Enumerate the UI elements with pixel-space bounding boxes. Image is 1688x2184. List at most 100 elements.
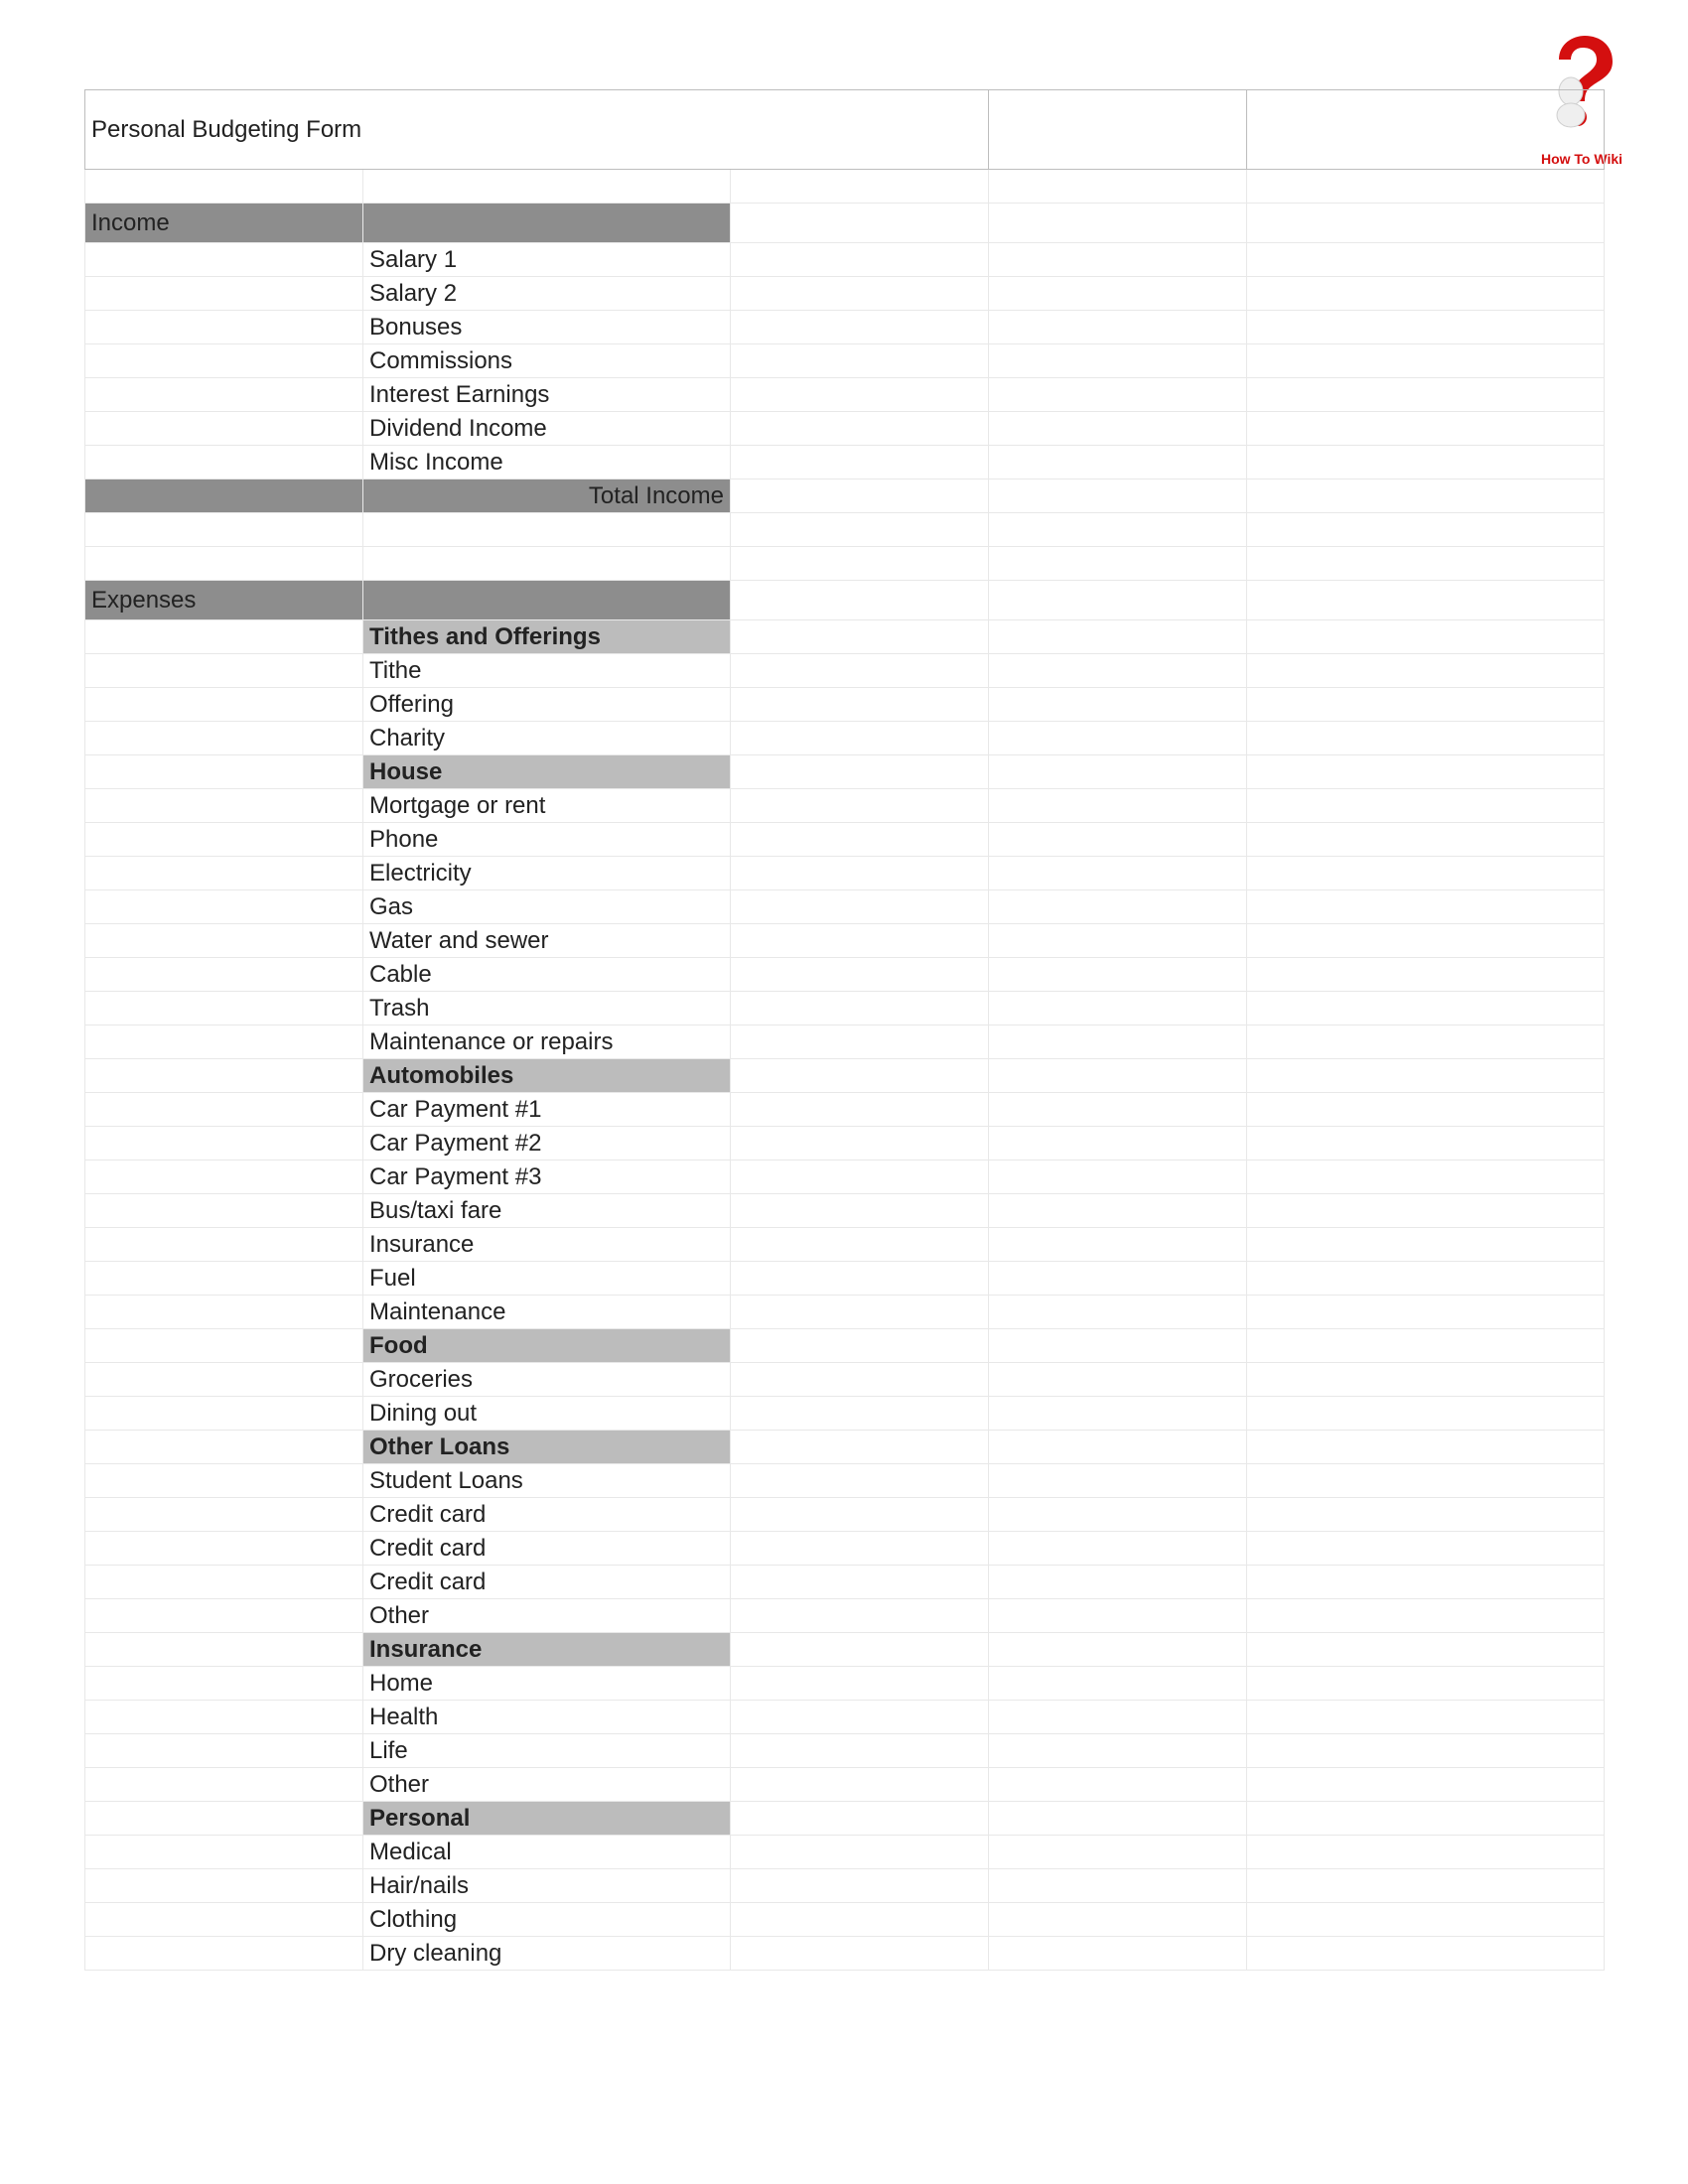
value-cell[interactable] (989, 1059, 1247, 1093)
empty-cell[interactable] (85, 1802, 363, 1836)
value-cell[interactable] (1247, 243, 1605, 277)
value-cell[interactable] (731, 1059, 989, 1093)
empty-cell[interactable] (85, 1633, 363, 1667)
empty-cell[interactable] (85, 1397, 363, 1431)
value-cell[interactable] (731, 243, 989, 277)
value-cell[interactable] (1247, 1768, 1605, 1802)
value-cell[interactable] (1247, 1363, 1605, 1397)
empty-cell[interactable] (363, 170, 731, 204)
value-cell[interactable] (989, 1599, 1247, 1633)
empty-cell[interactable] (1247, 513, 1605, 547)
value-cell[interactable] (731, 1262, 989, 1296)
empty-cell[interactable] (85, 311, 363, 344)
value-cell[interactable] (1247, 1498, 1605, 1532)
empty-cell[interactable] (85, 688, 363, 722)
empty-cell[interactable] (731, 547, 989, 581)
value-cell[interactable] (731, 654, 989, 688)
empty-cell[interactable] (85, 1836, 363, 1869)
value-cell[interactable] (989, 1262, 1247, 1296)
value-cell[interactable] (1247, 1903, 1605, 1937)
value-cell[interactable] (989, 1296, 1247, 1329)
empty-cell[interactable] (85, 958, 363, 992)
value-cell[interactable] (989, 823, 1247, 857)
value-cell[interactable] (1247, 1093, 1605, 1127)
value-cell[interactable] (1247, 688, 1605, 722)
value-cell[interactable] (1247, 1431, 1605, 1464)
value-cell[interactable] (1247, 1397, 1605, 1431)
value-cell[interactable] (731, 924, 989, 958)
value-cell[interactable] (1247, 654, 1605, 688)
value-cell[interactable] (1247, 1802, 1605, 1836)
value-cell[interactable] (731, 1566, 989, 1599)
empty-cell[interactable] (85, 170, 363, 204)
value-cell[interactable] (989, 654, 1247, 688)
value-cell[interactable] (989, 1093, 1247, 1127)
value-cell[interactable] (731, 1667, 989, 1701)
empty-cell[interactable] (85, 1093, 363, 1127)
value-cell[interactable] (731, 1363, 989, 1397)
value-cell[interactable] (989, 1194, 1247, 1228)
value-cell[interactable] (989, 789, 1247, 823)
value-cell[interactable] (989, 378, 1247, 412)
empty-cell[interactable] (85, 1160, 363, 1194)
empty-cell[interactable] (989, 170, 1247, 204)
value-cell[interactable] (989, 277, 1247, 311)
value-cell[interactable] (731, 1937, 989, 1971)
empty-cell[interactable] (85, 243, 363, 277)
value-cell[interactable] (731, 1431, 989, 1464)
value-cell[interactable] (989, 1869, 1247, 1903)
value-cell[interactable] (731, 1025, 989, 1059)
value-cell[interactable] (1247, 823, 1605, 857)
empty-cell[interactable] (1247, 170, 1605, 204)
value-cell[interactable] (731, 1633, 989, 1667)
empty-cell[interactable] (85, 1262, 363, 1296)
value-cell[interactable] (989, 1160, 1247, 1194)
value-cell[interactable] (731, 1093, 989, 1127)
value-cell[interactable] (989, 1127, 1247, 1160)
value-cell[interactable] (989, 311, 1247, 344)
empty-cell[interactable] (85, 890, 363, 924)
value-cell[interactable] (731, 1228, 989, 1262)
value-cell[interactable] (731, 412, 989, 446)
value-cell[interactable] (731, 1498, 989, 1532)
value-cell[interactable] (989, 446, 1247, 479)
empty-cell[interactable] (85, 344, 363, 378)
empty-cell[interactable] (85, 412, 363, 446)
value-cell[interactable] (1247, 90, 1605, 170)
empty-cell[interactable] (989, 513, 1247, 547)
value-cell[interactable] (989, 90, 1247, 170)
value-cell[interactable] (989, 1903, 1247, 1937)
empty-cell[interactable] (85, 1194, 363, 1228)
value-cell[interactable] (989, 1836, 1247, 1869)
empty-cell[interactable] (85, 789, 363, 823)
value-cell[interactable] (1247, 1059, 1605, 1093)
value-cell[interactable] (1247, 1869, 1605, 1903)
value-cell[interactable] (731, 722, 989, 755)
empty-cell[interactable] (85, 1903, 363, 1937)
value-cell[interactable] (731, 1903, 989, 1937)
value-cell[interactable] (1247, 1228, 1605, 1262)
value-cell[interactable] (731, 1701, 989, 1734)
value-cell[interactable] (1247, 1194, 1605, 1228)
value-cell[interactable] (1247, 1296, 1605, 1329)
value-cell[interactable] (1247, 1532, 1605, 1566)
empty-cell[interactable] (85, 1937, 363, 1971)
value-cell[interactable] (731, 958, 989, 992)
value-cell[interactable] (731, 1397, 989, 1431)
value-cell[interactable] (989, 344, 1247, 378)
value-cell[interactable] (731, 446, 989, 479)
value-cell[interactable] (1247, 1127, 1605, 1160)
value-cell[interactable] (989, 620, 1247, 654)
value-cell[interactable] (989, 755, 1247, 789)
value-cell[interactable] (989, 204, 1247, 243)
value-cell[interactable] (731, 688, 989, 722)
value-cell[interactable] (1247, 1566, 1605, 1599)
value-cell[interactable] (989, 1768, 1247, 1802)
value-cell[interactable] (1247, 1025, 1605, 1059)
value-cell[interactable] (731, 789, 989, 823)
value-cell[interactable] (731, 1296, 989, 1329)
value-cell[interactable] (1247, 857, 1605, 890)
value-cell[interactable] (989, 1667, 1247, 1701)
value-cell[interactable] (989, 958, 1247, 992)
value-cell[interactable] (731, 311, 989, 344)
